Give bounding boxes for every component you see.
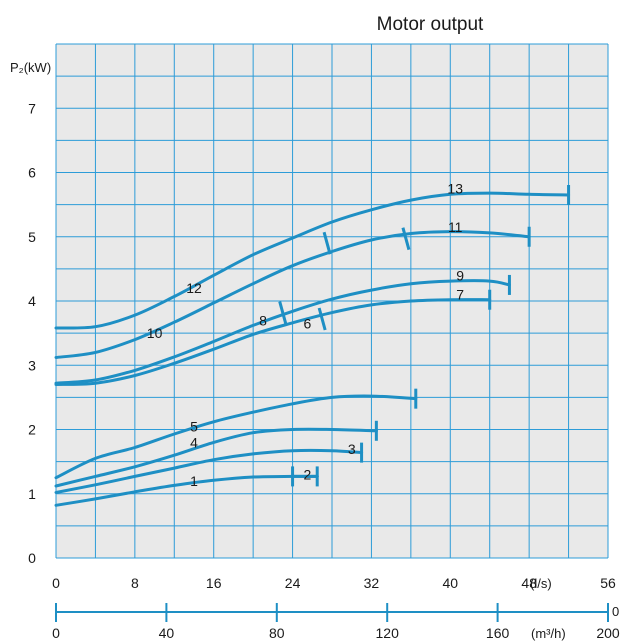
secondary-axis-clipped-label: 0 (612, 604, 619, 619)
y-tick-label: 0 (28, 550, 36, 566)
y-tick-label: 1 (28, 486, 36, 502)
transition-mark (401, 227, 411, 251)
curve-10 (54, 230, 531, 359)
secondary-axis-tick-label: 160 (486, 625, 510, 641)
y-axis-label: P₂(kW) (10, 60, 51, 75)
curve-label-5: 5 (190, 418, 198, 434)
curve-label-2: 2 (303, 466, 311, 482)
y-axis-ticks: 0 1 2 3 4 5 6 7 (28, 100, 36, 566)
x-tick-label: 56 (600, 575, 616, 591)
curve-label-8: 8 (259, 312, 267, 328)
y-tick-label: 3 (28, 357, 36, 373)
y-tick-label: 4 (28, 293, 36, 309)
x-tick-label: 32 (364, 575, 380, 591)
curve-label-12: 12 (186, 280, 202, 296)
secondary-axis-tick-label: 0 (52, 625, 60, 641)
curve-4 (54, 427, 378, 488)
curve-1 (54, 474, 319, 507)
curve-label-10: 10 (147, 325, 163, 341)
curve-label-7: 7 (456, 287, 464, 303)
y-tick-label: 2 (28, 422, 36, 438)
x-tick-label: 16 (206, 575, 222, 591)
secondary-x-axis-unit-label: (m³/h) (531, 626, 566, 641)
curve-series (54, 184, 571, 507)
chart-title: Motor output (377, 14, 484, 35)
curve-8 (54, 279, 511, 385)
x-tick-label: 0 (52, 575, 60, 591)
curve-label-4: 4 (190, 434, 198, 450)
curve-label-11: 11 (448, 219, 463, 235)
curve-label-6: 6 (303, 315, 311, 331)
curve-label-9: 9 (456, 267, 464, 283)
curve-12 (54, 191, 571, 330)
transition-mark (317, 307, 327, 331)
x-tick-label: 24 (285, 575, 301, 591)
secondary-axis-tick-label: 120 (376, 625, 400, 641)
x-tick-label: 40 (442, 575, 458, 591)
curve-5 (54, 394, 418, 480)
curve-label-13: 13 (447, 181, 463, 197)
secondary-x-axis: 0 40 80 120 160 200 (52, 603, 620, 641)
curve-label-1: 1 (190, 473, 198, 489)
secondary-axis-tick-label: 80 (269, 625, 285, 641)
transition-mark (322, 231, 332, 255)
x-axis-unit-label: (l/s) (530, 576, 552, 591)
x-tick-label: 48 (521, 575, 537, 591)
curve-label-3: 3 (348, 441, 356, 457)
transition-marks (278, 227, 411, 331)
y-tick-label: 7 (28, 100, 36, 116)
curve-3 (54, 448, 364, 494)
transition-mark (278, 301, 288, 324)
y-tick-label: 5 (28, 229, 36, 245)
secondary-axis-tick-label: 200 (596, 625, 620, 641)
curve-6 (54, 298, 492, 386)
y-tick-label: 6 (28, 165, 36, 181)
secondary-axis-tick-label: 40 (159, 625, 175, 641)
x-axis-ticks: 0 8 16 24 32 40 48 56 (52, 575, 616, 591)
x-tick-label: 8 (131, 575, 139, 591)
